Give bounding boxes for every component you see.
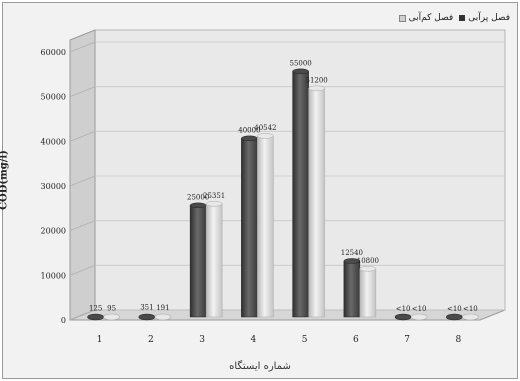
bar-s1-cat-8 <box>446 313 463 321</box>
bar-s2-cat-4 <box>257 135 274 318</box>
data-label-s1-cat-8: <10 <box>447 305 462 313</box>
legend-item-series-2: فصل کم‌آبی <box>398 13 454 23</box>
x-tick-label: 8 <box>456 335 462 345</box>
bar-s2-cat-8 <box>462 313 479 321</box>
bar-s1-cat-5 <box>292 71 309 318</box>
y-tick-label: 40000 <box>41 137 66 146</box>
bar-cap-s1-cat-3 <box>189 202 207 209</box>
x-tick-label: 1 <box>97 335 103 345</box>
gridline-side <box>69 264 96 276</box>
legend-swatch-series-2 <box>398 14 406 22</box>
x-tick-label: 3 <box>199 335 205 345</box>
y-tick-label: 0 <box>61 316 66 325</box>
data-label-s1-cat-3: 25000 <box>187 193 209 201</box>
data-label-s1-cat-1: 125 <box>89 304 102 312</box>
bar-s2-cat-2 <box>154 313 172 321</box>
data-label-s1-cat-5: 55000 <box>289 59 311 67</box>
bar-s2-cat-1 <box>103 313 120 321</box>
data-label-s1-cat-6: 12540 <box>341 249 363 257</box>
data-label-s2-cat-4: 40542 <box>254 124 276 132</box>
bar-s2-cat-3 <box>205 203 223 318</box>
legend-label-series-2: فصل کم‌آبی <box>408 13 454 23</box>
bar-cap-s1-cat-6 <box>343 258 361 264</box>
data-label-s1-cat-2: 351 <box>140 303 153 311</box>
x-tick-label: 6 <box>353 335 359 345</box>
x-tick-label: 4 <box>251 335 257 345</box>
bar-s1-cat-1 <box>87 313 104 321</box>
bar-s1-cat-7 <box>394 313 412 321</box>
gridline-side <box>69 309 96 321</box>
y-tick-label: 10000 <box>41 271 66 280</box>
bar-cap-s2-cat-6 <box>359 266 377 272</box>
x-axis-title: شماره ایستگاه <box>229 361 291 372</box>
bar-cap-s2-cat-5 <box>308 85 325 92</box>
gridline-side <box>69 86 96 98</box>
x-tick-label: 5 <box>302 335 308 345</box>
data-label-s2-cat-6: 10800 <box>357 257 379 265</box>
side-wall <box>69 29 96 321</box>
y-axis-title-text: COD(mg/l) <box>0 150 10 210</box>
bar-s2-cat-7 <box>410 313 428 321</box>
y-tick-label: 50000 <box>41 93 66 102</box>
bar-s1-cat-6 <box>343 260 361 318</box>
data-label-s2-cat-1: 95 <box>107 305 116 313</box>
gridline-side <box>69 130 96 142</box>
data-label-s1-cat-7: <10 <box>396 305 411 313</box>
bar-s1-cat-2 <box>138 313 156 321</box>
legend-label-series-1: فصل پرآبی <box>468 13 510 23</box>
gridline-side <box>69 41 96 53</box>
data-label-s2-cat-7: <10 <box>412 305 427 313</box>
y-tick-label: 30000 <box>41 182 66 191</box>
data-label-s1-cat-4: 40000 <box>238 126 260 134</box>
bar-s1-cat-4 <box>241 138 258 318</box>
bar-s1-cat-3 <box>189 205 207 318</box>
x-tick-label: 2 <box>148 335 154 345</box>
legend: فصل پرآبی فصل کم‌آبی <box>398 13 510 23</box>
gridline-side <box>69 175 96 187</box>
bar-cap-s1-cat-5 <box>292 68 309 75</box>
bar-cap-s1-cat-4 <box>241 135 258 142</box>
bar-s2-cat-5 <box>308 88 325 318</box>
floor <box>69 309 506 321</box>
data-label-s2-cat-8: <10 <box>463 305 478 313</box>
data-label-s2-cat-5: 51200 <box>305 76 327 84</box>
bar-cap-s2-cat-3 <box>205 201 223 207</box>
x-tick-label: 7 <box>404 335 410 345</box>
legend-swatch-series-1 <box>459 15 466 21</box>
bar-s2-cat-6 <box>359 268 377 318</box>
data-label-s2-cat-2: 191 <box>156 304 169 312</box>
legend-item-series-1: فصل پرآبی <box>459 13 510 23</box>
y-tick-label: 60000 <box>41 48 66 57</box>
data-label-s2-cat-3: 25351 <box>203 192 225 200</box>
y-tick-label: 20000 <box>41 227 66 236</box>
gridline-side <box>69 220 96 232</box>
bar-cap-s2-cat-4 <box>257 133 274 139</box>
